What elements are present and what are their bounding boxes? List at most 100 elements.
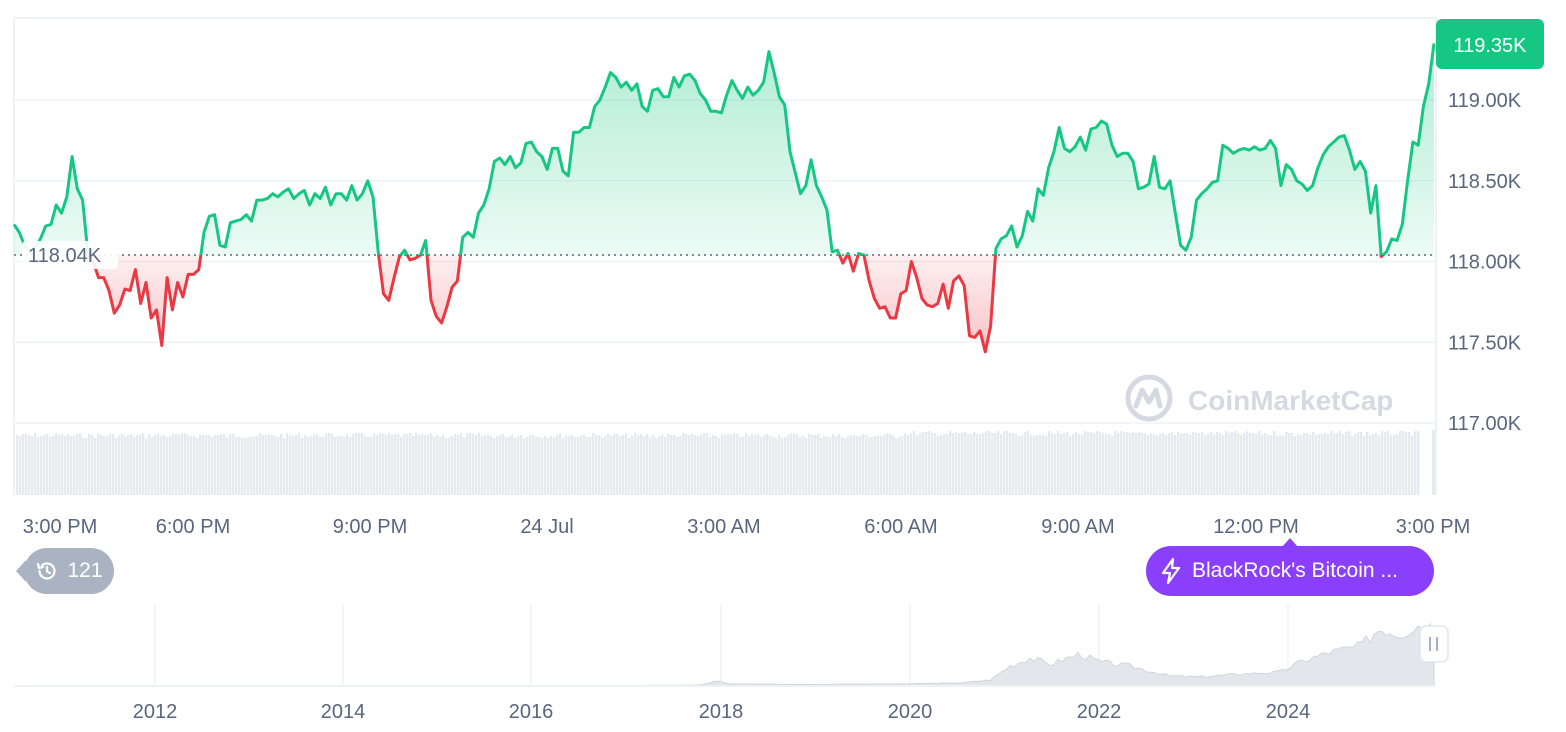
volume-bar (1078, 434, 1081, 495)
volume-bar (889, 434, 892, 495)
volume-bar (1405, 432, 1408, 495)
volume-bar (613, 434, 616, 495)
volume-bar (301, 438, 304, 495)
volume-bar (745, 433, 748, 495)
volume-bar (865, 435, 868, 495)
volume-bar (925, 432, 928, 495)
volume-bar (412, 436, 415, 495)
volume-bar (718, 438, 721, 495)
range-brush[interactable]: 2012 2014 2016 2018 2020 2022 2024 (14, 604, 1449, 723)
volume-bar (610, 436, 613, 495)
volume-bar (1267, 435, 1270, 495)
volume-bar (907, 435, 910, 495)
volume-bar (1048, 431, 1051, 495)
volume-bar (1051, 433, 1054, 495)
volume-bar (100, 435, 103, 495)
volume-bar (790, 433, 793, 495)
volume-bar (991, 433, 994, 495)
volume-bar (178, 435, 181, 495)
volume-bar (328, 433, 331, 495)
volume-bar (1324, 433, 1327, 495)
volume-bar (976, 434, 979, 495)
volume-bar (634, 433, 637, 495)
volume-bar (271, 435, 274, 495)
volume-bar (577, 437, 580, 495)
volume-bar (130, 434, 133, 495)
x-tick-label: 3:00 AM (687, 516, 760, 538)
volume-bar (1012, 433, 1015, 495)
volume-bar (1174, 435, 1177, 495)
volume-bar (709, 437, 712, 495)
volume-bar (481, 436, 484, 495)
x-tick-label: 12:00 PM (1213, 516, 1299, 538)
news-headline: BlackRock's Bitcoin ... (1192, 559, 1398, 582)
volume-bar (358, 433, 361, 495)
volume-bar (973, 432, 976, 495)
volume-bar (1246, 431, 1249, 495)
volume-bar (376, 435, 379, 495)
volume-bar (214, 435, 217, 495)
volume-bar (337, 436, 340, 495)
volume-bar (532, 435, 535, 495)
volume-bars (16, 430, 1435, 495)
volume-bar (316, 434, 319, 495)
volume-bar (463, 437, 466, 495)
volume-bar (340, 436, 343, 495)
volume-bar (526, 437, 529, 495)
volume-bar (247, 437, 250, 495)
history-badge[interactable]: 121 (16, 548, 114, 594)
volume-bar (664, 437, 667, 495)
volume-bar (1219, 433, 1222, 495)
volume-bar (1372, 434, 1375, 495)
volume-bar (160, 436, 163, 495)
volume-bar (304, 435, 307, 495)
volume-bar (1399, 431, 1402, 495)
volume-bar (886, 433, 889, 495)
volume-bar (1186, 433, 1189, 495)
volume-bar (901, 436, 904, 495)
volume-bar (484, 435, 487, 495)
volume-bar (385, 435, 388, 495)
volume-bar (910, 433, 913, 495)
volume-bar (70, 436, 73, 495)
volume-bar (568, 436, 571, 495)
news-item[interactable]: BlackRock's Bitcoin ... (1146, 546, 1434, 596)
volume-bar (796, 434, 799, 495)
volume-bar (436, 435, 439, 495)
volume-bar (1156, 435, 1159, 495)
volume-bar (1375, 433, 1378, 495)
volume-bar (442, 435, 445, 495)
volume-bar (475, 435, 478, 495)
x-tick-label: 6:00 AM (864, 516, 937, 538)
volume-bar (1414, 431, 1417, 495)
volume-bar (847, 436, 850, 495)
volume-bar (583, 435, 586, 495)
volume-bar (517, 436, 520, 495)
volume-bar (619, 436, 622, 495)
volume-bar (1297, 434, 1300, 495)
brush-handle[interactable] (1419, 625, 1449, 663)
volume-bar (1168, 433, 1171, 495)
volume-bar (1138, 432, 1141, 495)
volume-bar (835, 436, 838, 495)
volume-bar (667, 434, 670, 495)
volume-bar (919, 433, 922, 495)
volume-bar (1087, 432, 1090, 495)
volume-bar (1090, 432, 1093, 495)
volume-bar (217, 435, 220, 495)
volume-bar (652, 435, 655, 495)
volume-bar (706, 433, 709, 495)
volume-bar (1228, 433, 1231, 495)
volume-bar (229, 434, 232, 495)
volume-bar (949, 431, 952, 495)
volume-bar (679, 436, 682, 495)
volume-bar (244, 438, 247, 495)
volume-bar (982, 433, 985, 495)
volume-bar (592, 433, 595, 495)
coinmarketcap-logo-icon (1125, 374, 1173, 422)
volume-bar (289, 435, 292, 495)
volume-bar (196, 438, 199, 495)
current-price-badge: 119.35K (1436, 19, 1544, 69)
volume-bar (1285, 432, 1288, 495)
